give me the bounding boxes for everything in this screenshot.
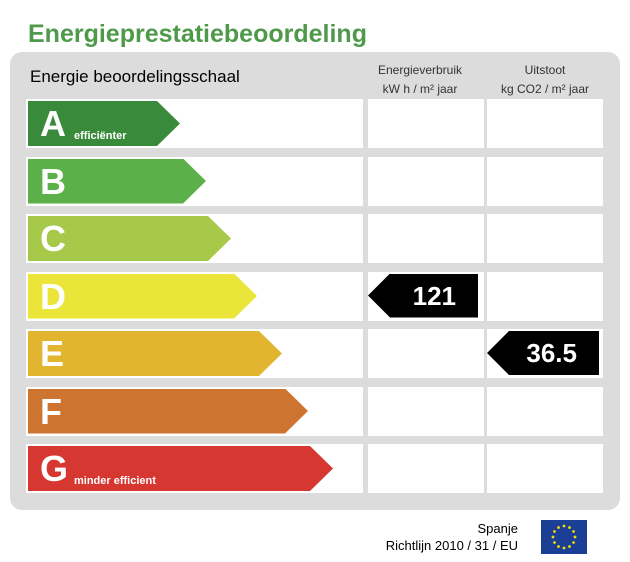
energy-column-header: Energieverbruik kW h / m² jaar (358, 61, 482, 99)
co2-cell (487, 271, 603, 321)
scale-cell: F (26, 386, 363, 436)
eu-star (562, 546, 566, 550)
co2-cell (487, 444, 603, 493)
class-arrow-c: C (28, 216, 231, 261)
energy-header-line1: Energieverbruik (377, 63, 463, 77)
eu-star (551, 535, 555, 539)
class-arrow-d: D (28, 274, 257, 319)
scale-cell: E (26, 329, 363, 378)
energy-rating-pointer: 121 (368, 273, 478, 318)
co2-column-header: Uitstoot kg CO2 / m² jaar (486, 61, 604, 99)
rating-panel: Energie beoordelingsschaal Energieverbru… (10, 52, 620, 510)
co2-cell (487, 214, 603, 263)
eu-flag-icon (541, 520, 587, 554)
class-letter: A (40, 103, 66, 144)
co2-header-line2: kg CO2 / m² jaar (500, 82, 590, 96)
rating-row-c: C (26, 214, 606, 263)
class-arrow-f: F (28, 389, 308, 434)
eu-star (557, 545, 560, 548)
class-letter: G (40, 448, 69, 489)
class-arrow-e: E (28, 331, 282, 376)
eu-star (562, 524, 566, 528)
class-letter: E (40, 333, 65, 374)
rating-row-b: B (26, 156, 606, 206)
co2-cell (487, 99, 603, 148)
class-letter: F (40, 390, 62, 432)
class-letter: C (40, 218, 66, 259)
scale-cell: C (26, 214, 363, 263)
footer: Spanje Richtlijn 2010 / 31 / EU (386, 520, 518, 554)
energy-cell (368, 444, 484, 493)
energy-cell: 121 (368, 271, 484, 321)
rating-row-d: D 121 (26, 271, 606, 321)
eu-star (573, 535, 577, 539)
eu-star (572, 530, 575, 533)
footer-directive: Richtlijn 2010 / 31 / EU (385, 538, 518, 553)
page-title: Energieprestatiebeoordeling (28, 20, 367, 48)
class-arrow-b: B (28, 159, 206, 204)
energy-cell (368, 329, 484, 378)
energy-cell (368, 214, 484, 263)
rating-row-f: F (26, 386, 606, 436)
class-letter: B (40, 160, 66, 202)
energy-cell (368, 156, 484, 206)
footer-country: Spanje (477, 521, 518, 536)
co2-header-line1: Uitstoot (524, 63, 566, 77)
class-sublabel: efficiënter (74, 130, 127, 142)
eu-star (568, 526, 571, 529)
eu-star (568, 545, 571, 548)
scale-cell: B (26, 156, 363, 206)
co2-cell (487, 156, 603, 206)
scale-label: Energie beoordelingsschaal (30, 67, 240, 86)
eu-star (553, 530, 556, 533)
class-sublabel: minder efficient (74, 475, 156, 487)
energy-cell (368, 99, 484, 148)
class-letter: D (40, 275, 66, 317)
co2-rating-pointer: 36.5 (487, 331, 599, 375)
energy-cell (368, 386, 484, 436)
eu-star (553, 541, 556, 544)
co2-cell (487, 386, 603, 436)
rating-row-e: E 36.5 (26, 329, 606, 378)
eu-star (572, 541, 575, 544)
energy-header-line2: kW h / m² jaar (382, 82, 458, 96)
co2-cell: 36.5 (487, 329, 603, 378)
scale-cell: D (26, 271, 363, 321)
eu-star (557, 526, 560, 529)
